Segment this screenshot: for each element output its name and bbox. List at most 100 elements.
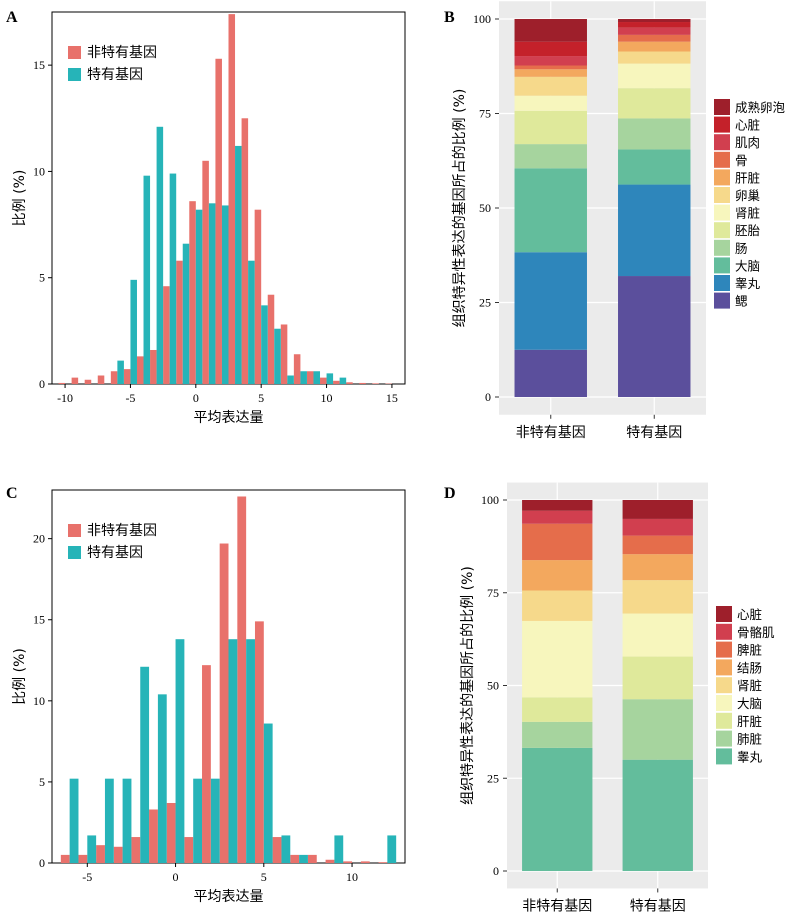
bar-segment <box>522 523 593 561</box>
bar-segment <box>514 144 587 169</box>
bar-segment <box>622 613 693 657</box>
x-tick-label: 0 <box>173 870 179 884</box>
legend-label: 肺脏 <box>737 732 762 747</box>
bar-segment <box>622 656 693 700</box>
bar-specific <box>182 243 190 384</box>
legend-swatch <box>714 151 730 168</box>
y-axis-label: 比例 (%) <box>12 648 28 705</box>
bar-segment <box>522 510 593 524</box>
bar-non-specific <box>136 356 144 384</box>
bar-specific <box>221 205 229 384</box>
bar-specific <box>313 371 321 384</box>
bar-segment <box>618 88 691 119</box>
bar-specific <box>235 145 242 384</box>
category-label: 非特有基因 <box>516 424 586 441</box>
bar-specific <box>287 375 294 384</box>
bar-segment <box>618 149 691 185</box>
bar-specific <box>248 260 255 384</box>
legend-swatch <box>716 623 732 640</box>
bar-non-specific <box>113 846 123 863</box>
legend-swatch <box>68 546 81 559</box>
bar-specific <box>274 328 281 384</box>
legend-swatch <box>714 275 730 291</box>
x-axis-label: 平均表达量 <box>194 410 264 426</box>
bar-non-specific <box>123 369 131 384</box>
legend-swatch <box>714 187 730 203</box>
bar-non-specific <box>280 324 288 384</box>
bar-segment <box>622 759 693 871</box>
legend-swatch <box>714 257 730 274</box>
legend-swatch <box>716 695 732 711</box>
legend-swatch <box>714 222 730 239</box>
bar-non-specific <box>71 377 79 384</box>
y-axis-label: 组织特异性表达的基因所占的比例 (%) <box>459 566 476 805</box>
legend-swatch <box>714 134 730 151</box>
panel-b-stacked-bar: 非特有基因 特有基因 0 25 50 75 100 组织特异性表达的基因所占的比例 (%) 成熟… <box>451 1 786 441</box>
bar-non-specific <box>176 260 183 384</box>
legend-swatch <box>714 99 730 115</box>
x-tick-label: 5 <box>258 391 264 405</box>
legend-label: 非特有基因 <box>87 522 157 539</box>
legend-label: 心脏 <box>735 118 760 133</box>
bar-segment <box>522 747 593 871</box>
legend-label: 肌肉 <box>735 135 760 150</box>
bar-non-specific <box>163 286 170 384</box>
bar-non-specific <box>58 382 66 384</box>
bar-specific <box>69 778 79 863</box>
legend-label: 脾脏 <box>737 643 762 658</box>
y-tick-label: 10 <box>33 164 45 178</box>
bar-specific <box>326 373 334 384</box>
legend-label: 卵巢 <box>735 188 761 203</box>
legend-swatch <box>714 239 730 256</box>
bar-segment <box>622 535 693 555</box>
legend-label: 肠 <box>735 241 748 256</box>
bar-non-specific <box>131 837 141 863</box>
bar-segment <box>622 500 693 519</box>
legend-label: 成熟卵泡 <box>735 100 786 115</box>
category-label: 特有基因 <box>626 424 682 441</box>
legend-label: 大脑 <box>737 696 762 711</box>
legend-label: 肝脏 <box>735 170 760 185</box>
bar-specific <box>339 377 347 384</box>
y-tick-label: 0 <box>39 856 45 870</box>
bar-non-specific <box>343 861 353 863</box>
bar-non-specific <box>202 160 209 384</box>
x-tick-label: -5 <box>125 391 135 405</box>
bar-specific <box>281 835 291 863</box>
y-tick-label: 10 <box>33 694 45 708</box>
legend-label: 非特有基因 <box>87 44 157 61</box>
x-tick-label: 5 <box>261 870 267 884</box>
category-label: 特有基因 <box>630 897 686 914</box>
bar-specific <box>157 694 167 863</box>
bar-non-specific <box>97 375 105 384</box>
bar-non-specific <box>237 496 247 863</box>
legend-swatch <box>716 677 732 694</box>
bar-non-specific <box>184 837 194 863</box>
y-tick-label: 0 <box>493 864 499 878</box>
bar-segment <box>622 518 693 536</box>
panel-letter-a: A <box>6 9 18 26</box>
bar-non-specific <box>254 621 264 863</box>
bar-non-specific <box>166 802 176 863</box>
bar-segment <box>522 500 593 511</box>
legend-label: 肝脏 <box>737 714 762 729</box>
bar-specific <box>169 173 177 384</box>
y-tick-label: 75 <box>479 107 491 121</box>
legend-label: 鳃 <box>735 294 748 309</box>
bar-segment <box>514 95 587 111</box>
bar-segment <box>618 41 691 52</box>
y-axis-label: 组织特异性表达的基因所占的比例 (%) <box>451 89 468 328</box>
legend-label: 肾脏 <box>737 678 762 693</box>
legend-label: 骨 <box>735 153 748 168</box>
bar-segment <box>618 51 691 64</box>
bar-non-specific <box>359 382 366 384</box>
legend-swatch <box>716 730 732 747</box>
bar-segment <box>618 184 691 277</box>
bar-specific <box>193 778 203 863</box>
bar-non-specific <box>333 380 340 384</box>
x-tick-label: 0 <box>193 391 199 405</box>
bar-segment <box>514 41 587 57</box>
